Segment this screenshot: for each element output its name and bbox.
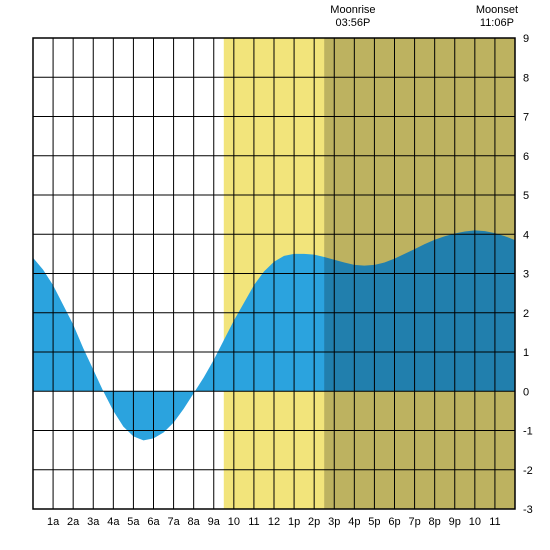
svg-text:11: 11 — [248, 516, 259, 528]
svg-text:-2: -2 — [523, 465, 533, 477]
svg-text:1p: 1p — [288, 516, 300, 528]
svg-text:9: 9 — [523, 33, 529, 45]
svg-text:6a: 6a — [147, 516, 160, 528]
svg-text:9a: 9a — [208, 516, 221, 528]
svg-text:6p: 6p — [388, 516, 400, 528]
svg-text:4a: 4a — [107, 516, 120, 528]
svg-text:9p: 9p — [449, 516, 461, 528]
svg-text:1a: 1a — [47, 516, 60, 528]
svg-text:2a: 2a — [67, 516, 80, 528]
svg-text:7a: 7a — [167, 516, 180, 528]
svg-text:3p: 3p — [328, 516, 340, 528]
svg-text:1: 1 — [523, 347, 529, 359]
svg-text:7p: 7p — [408, 516, 420, 528]
svg-text:0: 0 — [523, 386, 529, 398]
svg-text:6: 6 — [523, 151, 529, 163]
moonset-time: 11:06P — [467, 17, 527, 30]
svg-text:10: 10 — [228, 516, 240, 528]
svg-text:3: 3 — [523, 269, 529, 281]
moonset-label: Moonset 11:06P — [467, 4, 527, 30]
svg-text:5a: 5a — [127, 516, 140, 528]
svg-text:7: 7 — [523, 112, 529, 124]
svg-text:5: 5 — [523, 190, 529, 202]
svg-text:-3: -3 — [523, 504, 533, 516]
moonset-title: Moonset — [467, 4, 527, 17]
svg-text:-1: -1 — [523, 426, 533, 438]
moonrise-title: Moonrise — [323, 4, 383, 17]
chart-svg: 1a2a3a4a5a6a7a8a9a1011121p2p3p4p5p6p7p8p… — [0, 0, 550, 550]
svg-text:8p: 8p — [429, 516, 441, 528]
moonrise-time: 03:56P — [323, 17, 383, 30]
tide-chart: Moonrise 03:56P Moonset 11:06P 1a 2a 3a 4a 5… — [0, 0, 550, 550]
svg-text:12: 12 — [268, 516, 280, 528]
svg-text:5p: 5p — [368, 516, 380, 528]
svg-text:2: 2 — [523, 308, 529, 320]
svg-text:8: 8 — [523, 72, 529, 84]
svg-text:10: 10 — [469, 516, 481, 528]
svg-text:4p: 4p — [348, 516, 360, 528]
svg-text:3a: 3a — [87, 516, 100, 528]
svg-text:4: 4 — [523, 229, 529, 241]
svg-text:2p: 2p — [308, 516, 320, 528]
svg-text:8a: 8a — [188, 516, 201, 528]
moonrise-label: Moonrise 03:56P — [323, 4, 383, 30]
svg-text:11: 11 — [489, 516, 500, 528]
